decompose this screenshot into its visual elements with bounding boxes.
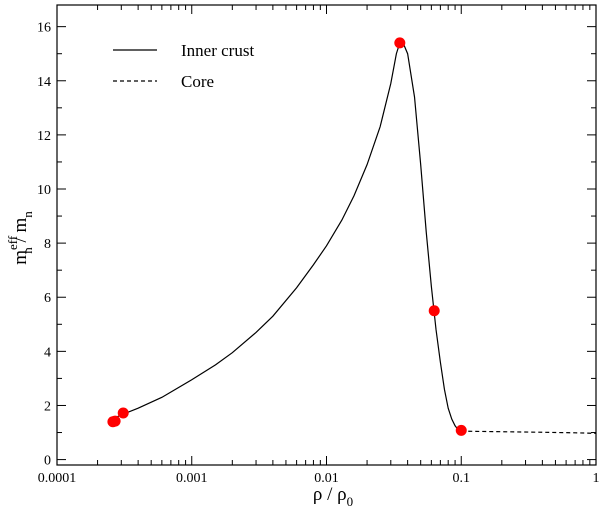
x-tick-label: 0.0001 <box>38 471 77 486</box>
legend-label-inner-crust: Inner crust <box>181 41 254 60</box>
y-axis-title-subscript: n <box>20 247 35 254</box>
x-axis-ticks: 0.0001 0.001 0.01 0.1 1 <box>38 5 600 486</box>
x-tick-label: 1 <box>593 471 600 486</box>
x-tick-label: 0.1 <box>453 471 471 486</box>
y-tick-label: 6 <box>44 291 51 306</box>
y-tick-label: 10 <box>37 183 51 198</box>
y-tick-label: 4 <box>44 345 51 360</box>
y-tick-label: 8 <box>44 237 51 252</box>
y-axis-title-subscript-2: n <box>20 211 35 218</box>
x-axis-title-main: ρ / ρ <box>313 484 347 505</box>
data-point-marker <box>394 37 406 49</box>
y-axis-title-superscript: eff <box>5 235 20 250</box>
plot-area <box>56 4 597 466</box>
plot-frame <box>56 4 597 466</box>
x-tick-label: 0.001 <box>176 471 208 486</box>
y-axis-title-main: m <box>10 250 31 265</box>
legend-label-core: Core <box>181 72 214 91</box>
legend: Inner crust Core <box>113 41 254 91</box>
series-line-core <box>461 430 597 434</box>
y-axis-title-rest: / m <box>10 218 31 248</box>
x-tick-label: 0.01 <box>314 471 339 486</box>
y-tick-label: 12 <box>37 129 51 144</box>
x-axis-title-subscript: 0 <box>347 494 354 509</box>
series-line-inner-crust <box>114 42 462 432</box>
x-axis-title: ρ / ρ0 <box>313 484 353 509</box>
y-tick-label: 2 <box>44 399 51 414</box>
y-axis-title: meffn / mn <box>5 211 35 265</box>
data-point-marker <box>117 407 129 419</box>
data-point-marker <box>109 415 121 427</box>
data-point-marker <box>455 424 467 436</box>
y-axis-ticks: 0 2 4 6 8 10 12 14 16 <box>37 21 596 469</box>
y-tick-label: 14 <box>37 75 51 90</box>
y-tick-label: 16 <box>37 21 51 36</box>
data-point-marker <box>428 305 440 317</box>
y-tick-label: 0 <box>44 454 51 469</box>
